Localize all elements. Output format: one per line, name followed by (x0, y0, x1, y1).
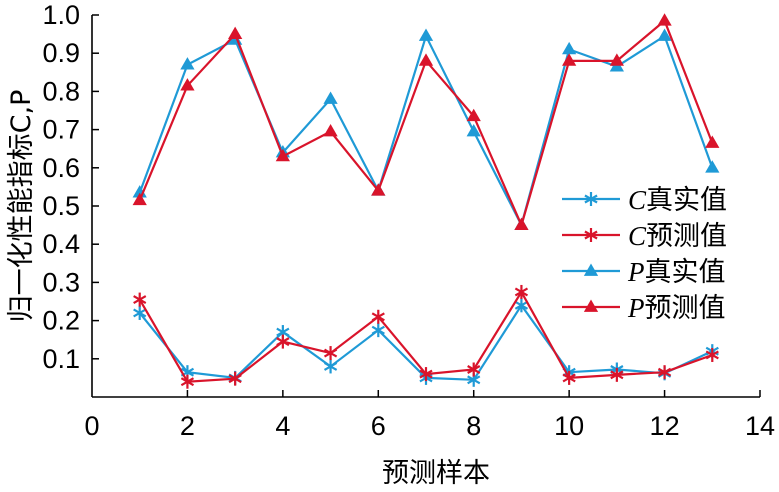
x-tick-label: 10 (554, 411, 584, 441)
legend-label: C预测值 (628, 221, 727, 252)
data-point (132, 192, 147, 206)
x-ticks: 0 2 4 6 8 10 12 14 (84, 390, 775, 441)
legend-marker (583, 263, 599, 276)
series-1 (133, 284, 719, 389)
y-tick-label: 0.6 (42, 153, 80, 183)
legend-marker (584, 228, 598, 242)
legend-entry: P真实值 (562, 257, 726, 288)
data-point (228, 26, 243, 39)
series-3 (132, 13, 720, 230)
y-axis-title: 归一化性能指标C,P (6, 90, 37, 323)
x-axis-title: 预测样本 (382, 458, 490, 489)
data-point (133, 305, 147, 320)
data-point (371, 323, 385, 338)
legend: C真实值 C预测值 P真实值 P预测值 (562, 185, 727, 324)
y-tick-label: 1.0 (42, 0, 80, 30)
data-point (371, 309, 385, 324)
series-line (138, 18, 714, 229)
data-point (705, 347, 719, 362)
data-point (657, 365, 672, 380)
y-tick-label: 0.3 (42, 267, 80, 297)
y-tick-label: 0.7 (42, 115, 80, 145)
data-point (657, 13, 672, 26)
y-tick-label: 0.4 (42, 229, 80, 259)
y-tick-label: 0.5 (42, 191, 80, 221)
data-point (562, 41, 577, 55)
y-ticks: 0.1 0.2 0.3 0.4 0.5 0.6 0.7 0.8 0.9 1.0 (42, 0, 99, 374)
data-point (514, 217, 529, 230)
data-point (419, 367, 433, 382)
y-tick-label: 0.9 (42, 38, 80, 68)
x-tick-label: 14 (745, 411, 775, 441)
x-tick-label: 6 (371, 411, 386, 441)
data-point (180, 57, 195, 70)
x-tick-label: 8 (466, 411, 481, 441)
data-point (609, 53, 624, 66)
y-tick-label: 0.2 (42, 306, 80, 336)
data-point (323, 91, 338, 104)
x-tick-label: 0 (84, 411, 99, 441)
data-point (657, 28, 672, 41)
data-point (610, 367, 624, 382)
y-tick-label: 0.1 (42, 344, 80, 374)
legend-label: C真实值 (628, 185, 727, 216)
data-point (323, 359, 338, 374)
data-point (276, 334, 290, 349)
data-point (705, 160, 720, 173)
data-point (514, 284, 529, 299)
data-point (323, 124, 338, 137)
x-tick-label: 2 (180, 411, 195, 441)
data-point (228, 371, 242, 386)
data-point (180, 78, 195, 91)
data-point (466, 124, 481, 137)
x-tick-label: 12 (650, 411, 680, 441)
legend-entry: C预测值 (562, 221, 727, 252)
legend-label: P真实值 (627, 257, 726, 288)
legend-marker (583, 299, 599, 312)
data-point (705, 135, 720, 148)
series-layer (132, 13, 720, 389)
y-tick-label: 0.8 (42, 76, 80, 106)
legend-label: P预测值 (627, 293, 726, 324)
legend-entry: C真实值 (562, 185, 727, 216)
data-point (371, 183, 386, 196)
data-point (562, 53, 577, 66)
data-point (514, 298, 529, 313)
data-point (133, 292, 147, 307)
legend-marker (584, 192, 598, 206)
data-point (418, 28, 434, 41)
data-point (466, 108, 481, 122)
x-tick-label: 4 (275, 411, 290, 441)
legend-entry: P预测值 (562, 293, 726, 324)
data-point (275, 148, 290, 162)
data-point (418, 53, 434, 66)
data-point (323, 346, 338, 361)
data-point (562, 370, 576, 385)
data-point (467, 362, 481, 377)
data-point (180, 374, 195, 389)
